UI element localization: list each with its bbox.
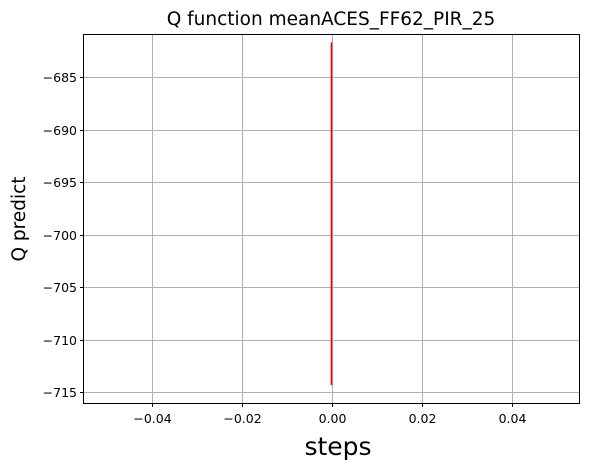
x-tick-label: −0.04 bbox=[133, 411, 171, 426]
chart-title: Q function meanACES_FF62_PIR_25 bbox=[167, 9, 496, 30]
x-tick-label: 0.04 bbox=[499, 411, 527, 426]
y-tick-label: −715 bbox=[43, 385, 77, 400]
y-axis-label: Q predict bbox=[9, 176, 30, 261]
y-tick-label: −700 bbox=[43, 228, 77, 243]
x-tick-label: 0.00 bbox=[319, 411, 347, 426]
y-tick-label: −710 bbox=[43, 333, 77, 348]
x-tick-label: −0.02 bbox=[223, 411, 261, 426]
y-tick-label: −690 bbox=[43, 123, 77, 138]
x-axis-label: steps bbox=[304, 432, 371, 461]
x-tick-label: 0.02 bbox=[409, 411, 437, 426]
y-tick-label: −705 bbox=[43, 280, 77, 295]
y-tick-label: −685 bbox=[43, 70, 77, 85]
y-tick-label: −695 bbox=[43, 175, 77, 190]
